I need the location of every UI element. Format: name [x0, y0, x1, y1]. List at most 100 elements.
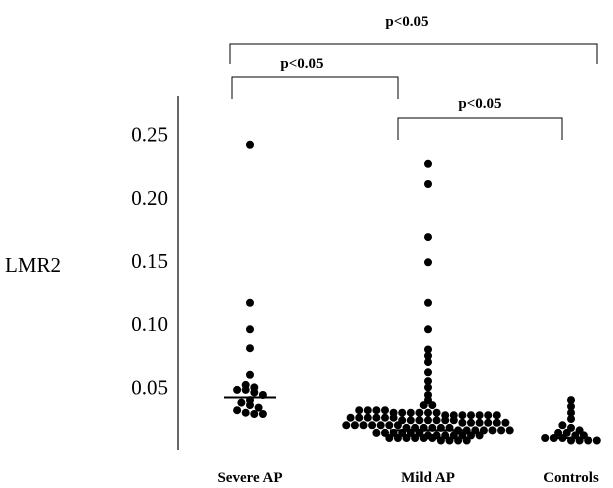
y-tick-labels: 0.05 0.10 0.15 0.20 0.25	[131, 123, 168, 400]
data-point	[372, 428, 381, 437]
bracket-line	[397, 117, 563, 140]
data-point	[488, 426, 497, 435]
data-point	[475, 431, 484, 440]
data-point	[567, 396, 575, 405]
data-points	[233, 140, 601, 445]
data-point	[355, 406, 364, 415]
data-point	[428, 434, 437, 442]
data-point	[497, 426, 506, 435]
y-tick-label: 0.15	[131, 249, 168, 273]
data-point	[406, 416, 415, 425]
significance-bracket: p<0.05	[231, 56, 399, 99]
data-point	[449, 416, 458, 425]
data-point	[233, 406, 242, 415]
category-labels: Severe AP Mild AP Controls	[217, 470, 599, 486]
data-point	[432, 416, 441, 425]
data-point	[350, 421, 359, 430]
data-point	[233, 385, 242, 394]
data-point	[385, 421, 394, 430]
data-point	[246, 298, 254, 307]
p-value-label: p<0.05	[458, 96, 501, 112]
data-point	[381, 406, 389, 415]
data-point	[246, 344, 254, 353]
data-point	[458, 411, 467, 420]
data-point	[241, 408, 250, 417]
data-point	[458, 418, 467, 427]
data-point	[432, 408, 441, 417]
data-point	[406, 408, 415, 417]
data-point	[558, 421, 567, 430]
data-point	[484, 418, 493, 427]
y-tick-label: 0.05	[131, 375, 168, 399]
bracket-line	[229, 43, 598, 64]
data-point	[592, 436, 601, 445]
category-label: Controls	[543, 470, 599, 486]
data-point	[419, 434, 428, 442]
data-point	[393, 421, 402, 430]
data-point	[246, 140, 254, 149]
data-point	[237, 398, 246, 407]
data-point	[467, 418, 475, 427]
data-point	[368, 421, 377, 430]
data-point	[363, 413, 372, 422]
significance-bracket: p<0.05	[229, 14, 598, 64]
data-point	[424, 383, 432, 392]
data-point	[567, 415, 575, 423]
data-point	[398, 408, 407, 417]
data-point	[415, 416, 424, 425]
data-point	[424, 408, 432, 417]
data-point	[393, 434, 402, 442]
data-point	[363, 406, 372, 415]
data-point	[424, 351, 432, 360]
data-point	[424, 298, 432, 307]
data-point	[424, 159, 432, 168]
data-point	[424, 345, 432, 354]
data-point	[415, 408, 424, 417]
data-point	[475, 418, 484, 427]
data-point	[467, 411, 475, 420]
data-point	[355, 413, 364, 422]
data-point	[241, 385, 250, 394]
data-point	[402, 434, 411, 442]
data-point	[419, 401, 428, 410]
p-value-label: p<0.05	[280, 56, 323, 72]
data-point	[385, 434, 394, 442]
data-point	[246, 370, 254, 379]
data-point	[424, 416, 432, 425]
data-point	[424, 358, 432, 367]
data-point	[381, 413, 389, 422]
data-point	[258, 410, 267, 418]
data-point	[376, 421, 385, 430]
data-point	[254, 403, 263, 412]
y-axis-label: LMR2	[5, 253, 61, 277]
y-tick-label: 0.20	[131, 186, 168, 210]
data-point	[505, 426, 514, 435]
category-label: Severe AP	[217, 470, 282, 486]
data-point	[346, 413, 355, 422]
data-point	[492, 418, 501, 427]
data-point	[424, 368, 432, 377]
data-point	[475, 411, 484, 420]
data-point	[541, 434, 550, 442]
data-point	[246, 325, 254, 334]
data-point	[372, 413, 381, 422]
data-point	[411, 434, 420, 442]
data-point	[424, 258, 432, 267]
data-point	[246, 401, 254, 410]
data-point	[492, 411, 501, 420]
significance-bracket: p<0.05	[397, 96, 563, 140]
data-point	[250, 410, 259, 418]
data-point	[250, 388, 259, 397]
data-point	[424, 233, 432, 242]
p-value-label: p<0.05	[385, 14, 428, 30]
data-point	[436, 436, 445, 445]
data-point	[424, 377, 432, 386]
data-point	[462, 436, 471, 445]
data-point	[567, 408, 575, 417]
data-point	[424, 325, 432, 334]
data-point	[441, 416, 450, 425]
significance-brackets: p<0.05 p<0.05 p<0.05	[229, 14, 598, 140]
data-point	[484, 411, 493, 420]
data-point	[424, 180, 432, 188]
